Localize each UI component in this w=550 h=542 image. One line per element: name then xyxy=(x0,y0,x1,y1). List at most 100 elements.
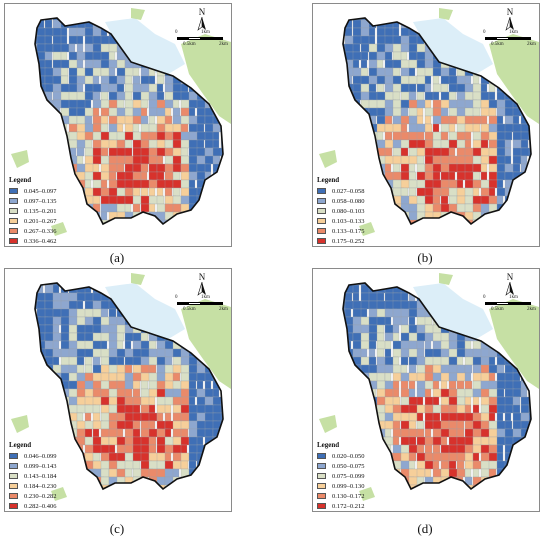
district-cell xyxy=(360,420,374,430)
district-cell xyxy=(164,115,173,125)
district-cell xyxy=(424,139,434,149)
district-cell xyxy=(512,452,521,462)
district-cell xyxy=(100,380,111,390)
district-cell xyxy=(488,420,499,430)
district-cell xyxy=(100,468,110,478)
district-cell xyxy=(384,412,395,422)
legend-swatch xyxy=(9,198,18,204)
district-cell xyxy=(513,493,520,501)
district-cell xyxy=(116,364,126,374)
district-cell xyxy=(220,203,223,213)
district-cell xyxy=(156,187,164,197)
district-cell xyxy=(352,59,360,69)
district-cell xyxy=(496,364,505,374)
district-cell xyxy=(172,171,181,181)
district-cell xyxy=(400,18,415,21)
district-cell xyxy=(84,91,94,101)
district-cell xyxy=(92,67,102,77)
legend-item: 0.080–0.103 xyxy=(317,206,397,216)
district-cell xyxy=(344,147,353,157)
scale-05km: 0.5km xyxy=(491,307,504,312)
district-cell xyxy=(212,444,221,454)
district-cell xyxy=(344,27,353,37)
district-cell xyxy=(35,67,40,77)
district-cell xyxy=(408,163,416,173)
district-cell xyxy=(480,195,491,205)
district-cell xyxy=(360,51,369,61)
district-cell xyxy=(520,219,531,224)
district-cell xyxy=(220,163,223,173)
district-cell xyxy=(108,428,119,438)
district-cell xyxy=(465,228,477,236)
district-cell xyxy=(384,115,393,125)
district-cell xyxy=(196,484,209,489)
district-cell xyxy=(343,420,344,430)
district-cell xyxy=(204,147,214,157)
district-cell xyxy=(496,219,504,224)
district-cell xyxy=(392,356,400,366)
district-cell xyxy=(384,324,395,334)
district-cell xyxy=(44,147,59,157)
district-cell xyxy=(84,18,94,21)
district-cell xyxy=(392,283,405,286)
legend-item: 0.133–0.175 xyxy=(317,226,397,236)
district-cell xyxy=(343,428,348,438)
district-cell xyxy=(172,460,182,470)
scale-2km: 2km xyxy=(219,42,228,47)
district-cell xyxy=(92,75,100,85)
district-cell xyxy=(497,493,505,501)
district-cell xyxy=(424,468,432,478)
district-cell xyxy=(156,284,169,294)
district-cell xyxy=(400,187,409,197)
district-cell xyxy=(408,484,417,489)
district-cell xyxy=(472,452,480,462)
district-cell xyxy=(92,324,103,334)
legend-label: 0.080–0.103 xyxy=(332,207,365,215)
district-cell xyxy=(343,75,347,85)
district-cell xyxy=(488,19,496,29)
legend-label: 0.184–0.230 xyxy=(24,482,57,490)
district-cell xyxy=(528,18,531,21)
district-cell xyxy=(376,123,386,133)
district-cell xyxy=(100,115,109,125)
district-cell xyxy=(343,18,349,21)
district-cell xyxy=(196,187,211,197)
district-cell xyxy=(504,476,513,486)
district-cell xyxy=(196,123,205,133)
district-cell xyxy=(84,356,93,366)
district-cell xyxy=(148,420,156,430)
district-cell xyxy=(92,51,103,61)
district-cell xyxy=(489,228,497,236)
district-cell xyxy=(472,99,482,109)
north-arrow-icon: N xyxy=(195,8,209,36)
district-cell xyxy=(464,468,472,478)
district-cell xyxy=(344,292,353,302)
district-cell xyxy=(512,187,522,197)
district-cell xyxy=(473,493,483,501)
district-cell xyxy=(116,372,126,382)
district-cell xyxy=(76,59,84,69)
district-cell xyxy=(344,155,357,165)
legend-label: 0.133–0.175 xyxy=(332,227,365,235)
district-cell xyxy=(60,18,74,21)
district-cell xyxy=(148,404,156,414)
district-cell xyxy=(392,388,400,398)
district-cell xyxy=(76,364,85,374)
district-cell xyxy=(101,228,109,236)
district-cell xyxy=(76,412,84,422)
district-cell xyxy=(384,283,394,286)
district-cell xyxy=(457,493,468,501)
district-cell xyxy=(92,412,101,422)
district-cell xyxy=(140,171,148,181)
district-cell xyxy=(400,147,409,157)
district-cell xyxy=(188,460,197,470)
district-cell xyxy=(528,171,531,181)
legend-swatch xyxy=(9,188,18,194)
district-cell xyxy=(52,340,60,350)
district-cell xyxy=(212,19,223,29)
district-cell xyxy=(60,43,70,53)
district-cell xyxy=(528,284,531,294)
vegetation-patch xyxy=(359,222,375,236)
district-cell xyxy=(480,171,488,181)
district-cell xyxy=(220,195,223,205)
